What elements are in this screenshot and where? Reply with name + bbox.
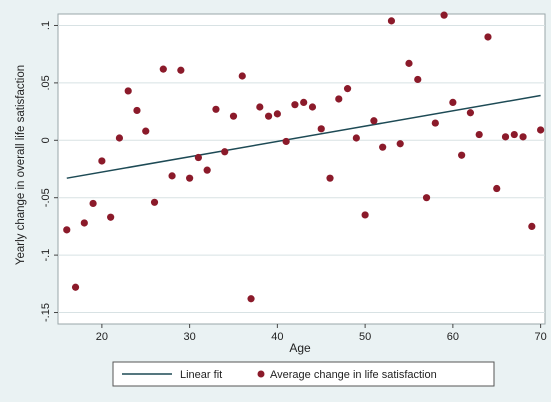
data-point <box>107 213 115 221</box>
data-point <box>264 112 273 120</box>
x-axis-label: Age <box>289 341 311 355</box>
data-point <box>256 103 264 111</box>
data-point <box>422 194 431 202</box>
data-point <box>203 166 211 174</box>
data-point <box>282 137 290 146</box>
fit-line-group <box>66 94 541 179</box>
data-point <box>212 105 220 113</box>
data-point <box>466 109 475 117</box>
data-point <box>115 134 124 142</box>
x-tick-label: 40 <box>271 331 283 343</box>
data-point <box>308 103 317 111</box>
data-point <box>396 140 404 148</box>
data-point <box>273 110 281 118</box>
x-tick-label: 50 <box>359 331 371 343</box>
y-tick-label: 0 <box>40 137 52 143</box>
y-axis: -.15 -.1 -.05 0 .05 .1 <box>40 21 58 322</box>
data-point <box>150 198 159 206</box>
data-point <box>519 133 527 141</box>
data-point <box>449 98 457 107</box>
data-point <box>63 226 71 234</box>
x-tick-label: 60 <box>447 331 459 343</box>
data-point <box>133 106 141 115</box>
data-point <box>194 153 202 162</box>
data-point <box>501 133 510 141</box>
data-point <box>238 72 246 80</box>
data-point <box>352 134 360 142</box>
data-point <box>537 126 545 134</box>
linear-fit-line <box>66 94 541 179</box>
x-tick-label: 70 <box>534 331 546 343</box>
data-point <box>229 112 238 120</box>
data-point <box>221 148 229 156</box>
data-point <box>414 75 422 84</box>
data-point <box>528 222 536 231</box>
data-point <box>379 143 387 151</box>
legend-label-average-change: Average change in life satisfaction <box>270 369 437 381</box>
data-point <box>370 117 378 125</box>
y-tick-label: -.05 <box>40 188 52 207</box>
x-axis: 20 30 40 50 60 70 <box>96 324 547 343</box>
data-point <box>361 211 369 219</box>
data-point <box>247 295 255 303</box>
x-tick-label: 30 <box>183 331 195 343</box>
gridlines <box>58 24 545 314</box>
data-point <box>440 11 448 19</box>
y-axis-label: Yearly change in overall life satisfacti… <box>15 65 27 265</box>
data-point <box>168 172 176 180</box>
data-point <box>387 17 396 25</box>
y-tick-label: .1 <box>40 21 52 30</box>
scatter-points <box>63 11 545 303</box>
data-point <box>405 59 413 67</box>
data-point <box>142 127 150 135</box>
data-point <box>458 151 466 159</box>
data-point <box>177 66 185 74</box>
data-point <box>98 157 106 165</box>
data-point <box>159 65 167 73</box>
legend-label-linear-fit: Linear fit <box>180 369 222 381</box>
data-point <box>326 174 334 182</box>
y-tick-label: -.15 <box>40 303 52 322</box>
data-point <box>475 130 483 139</box>
data-point <box>510 130 518 139</box>
legend-point-swatch <box>257 370 265 378</box>
data-point <box>89 199 97 208</box>
data-point <box>484 33 492 41</box>
data-point <box>71 283 80 291</box>
data-point <box>493 184 501 193</box>
plot-area <box>57 13 546 325</box>
data-point <box>300 98 308 107</box>
data-point <box>80 219 88 227</box>
data-point <box>291 101 299 109</box>
data-point <box>343 85 352 93</box>
data-point <box>431 119 439 127</box>
data-point <box>317 125 325 133</box>
legend-box <box>112 361 495 387</box>
y-tick-label: -.1 <box>40 249 52 262</box>
x-tick-label: 20 <box>96 331 108 343</box>
data-point <box>124 87 132 95</box>
y-tick-label: .05 <box>40 75 52 90</box>
data-point <box>335 95 343 103</box>
legend: Linear fit Average change in life satisf… <box>112 361 495 387</box>
data-point <box>186 174 194 182</box>
